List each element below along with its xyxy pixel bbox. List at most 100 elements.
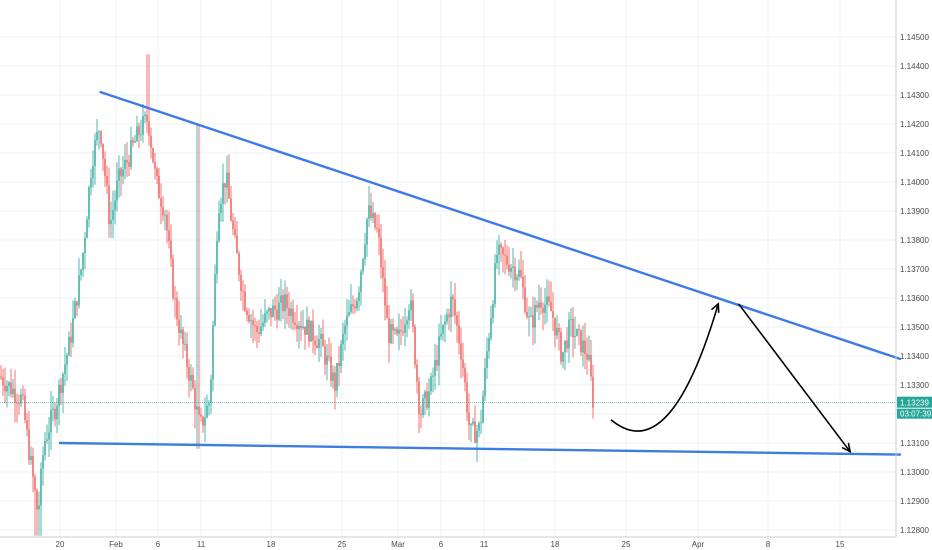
upper-trendline[interactable] [99,90,902,361]
candle [76,300,78,317]
candle [484,357,486,402]
candle [430,372,432,396]
candle [458,311,460,355]
candle [82,251,84,278]
candle [200,407,202,422]
candle [496,240,498,269]
candle [562,351,564,369]
candle [592,364,594,419]
candle [356,297,358,312]
candle [434,343,436,390]
candle [60,377,62,405]
candle [574,316,576,349]
candle [322,319,324,347]
candle [172,254,174,301]
candle [324,339,326,375]
candle [366,217,368,258]
candle [286,286,288,325]
candle [178,300,180,346]
lower-trendline[interactable] [58,441,902,456]
candle [70,322,72,358]
candle [66,353,68,381]
candle [180,314,182,339]
projection-arrow-down[interactable] [737,303,852,454]
candle [264,299,266,327]
candle [2,368,4,396]
candle [112,190,114,239]
candle [168,211,170,249]
x-tick-label: 18 [551,540,560,549]
projection-arrow-up[interactable] [610,302,720,432]
candle [378,214,380,256]
candle [490,305,492,341]
candle [338,346,340,387]
candle [278,287,280,322]
candle [508,246,510,277]
candle [310,320,312,342]
x-tick-label: Mar [391,540,405,549]
y-tick-label: 1.14300 [900,91,929,100]
candle [64,347,66,386]
candle [440,314,442,341]
candle [486,337,488,379]
x-tick-label: Feb [109,540,123,549]
candle [420,405,422,429]
candle [80,268,82,281]
candle [128,154,130,177]
candle [578,324,580,346]
last-price-text: 1.13239 [900,399,929,408]
candle [370,192,372,221]
candle [142,103,144,143]
candle [246,307,248,322]
candle [148,54,150,146]
y-tick-label: 1.13800 [900,236,929,245]
candle [570,308,572,337]
candle [28,410,30,465]
candle [282,289,284,320]
candle [22,385,24,401]
candle [304,326,306,350]
candle [306,306,308,335]
candle [396,326,398,337]
candle [196,124,198,449]
candle [162,195,164,222]
candle [534,297,536,344]
candle [236,221,238,254]
candle [380,224,382,279]
candle [124,144,126,180]
candle [536,300,538,313]
candle [412,293,414,333]
drawings[interactable] [58,90,902,456]
x-tick-label: 18 [267,540,276,549]
candle [352,295,354,314]
candle [394,327,396,335]
candle [552,292,554,332]
candle [460,327,462,379]
countdown-badge: 03:07:39 [897,408,932,419]
candle [290,301,292,329]
candle [406,316,408,338]
candle [298,321,300,349]
candle [174,285,176,318]
candle [576,328,578,337]
candle [374,211,376,231]
candle [254,317,256,341]
candle [222,163,224,222]
candle [116,162,118,212]
candle [106,165,108,195]
candle [158,168,160,199]
candle [284,280,286,329]
candle [464,362,466,392]
candle [580,329,582,356]
candle [524,275,526,315]
candle [226,155,228,203]
candle [436,345,438,372]
candle [40,462,42,536]
candle [516,274,518,291]
candle [50,391,52,450]
candle [94,133,96,185]
candle [318,324,320,362]
candle [86,216,88,239]
